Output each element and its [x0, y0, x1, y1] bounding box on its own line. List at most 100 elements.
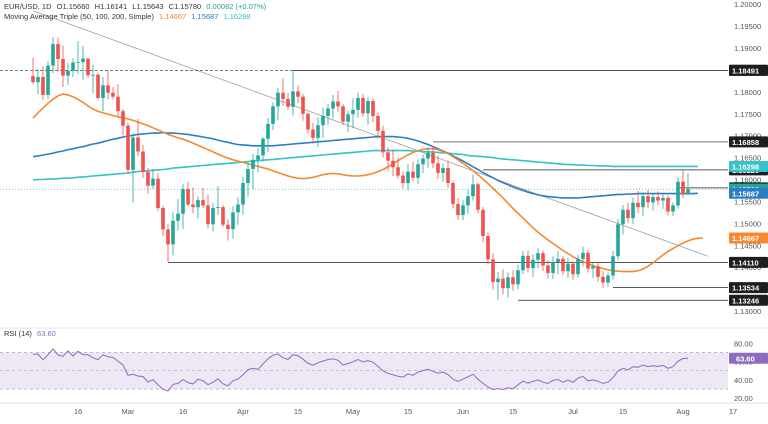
candle-body: [441, 168, 445, 173]
candle-body: [546, 265, 550, 273]
candle-body: [216, 207, 220, 209]
candle-body: [261, 138, 265, 156]
candle-body: [151, 178, 155, 186]
low-value: L1.15643: [132, 2, 164, 11]
y-tick-label: 1.19500: [734, 22, 761, 31]
candle-body: [571, 263, 575, 275]
candle-body: [461, 205, 465, 216]
level-price-label-background: [729, 136, 768, 148]
candle-body: [581, 252, 585, 259]
candle-body: [356, 98, 360, 110]
high-value: H1.16141: [94, 2, 128, 11]
candle-body: [676, 181, 680, 206]
x-tick-label: 15: [619, 407, 627, 416]
candle-body: [221, 207, 225, 225]
current-price-label-background: [729, 187, 768, 199]
current-price-label-background: [729, 160, 768, 172]
candle-body: [656, 197, 660, 201]
current-price-label: 1.16298: [732, 162, 759, 171]
candle-body: [36, 76, 40, 83]
candle-body: [231, 212, 235, 230]
candle-body: [376, 115, 380, 131]
candle-body: [606, 275, 610, 283]
y-tick-label: 1.16000: [734, 176, 761, 185]
candle-body: [431, 152, 435, 164]
candle-body: [156, 178, 160, 209]
candle-body: [296, 91, 300, 97]
candle-body: [91, 74, 95, 76]
candle-body: [66, 70, 70, 76]
candle-body: [256, 155, 260, 160]
candle-body: [41, 76, 45, 95]
candle-body: [486, 236, 490, 260]
candle-body: [291, 91, 295, 107]
candle-body: [501, 278, 505, 289]
x-tick-label: May: [346, 407, 360, 416]
candle-body: [516, 270, 520, 285]
y-tick-label: 1.17500: [734, 110, 761, 119]
candle-body: [566, 263, 570, 272]
x-tick-label: 15: [294, 407, 302, 416]
close-value: C1.15780: [168, 2, 202, 11]
candle-body: [131, 137, 135, 170]
ma100-line: [32, 131, 699, 199]
candle-body: [191, 204, 195, 208]
candle-body: [251, 159, 255, 170]
candle-body: [556, 258, 560, 262]
candle-body: [401, 175, 405, 184]
level-price-label: 1.18491: [732, 66, 759, 75]
candle-body: [681, 181, 685, 195]
rsi-tick-label: 20.00: [734, 394, 753, 403]
ma50-line: [32, 93, 704, 273]
candle-body: [176, 213, 180, 221]
candle-body: [576, 258, 580, 275]
candle-body: [386, 152, 390, 161]
candle-body: [496, 278, 500, 283]
candle-body: [86, 58, 90, 76]
rsi-line: [32, 348, 689, 392]
candle-body: [521, 255, 525, 271]
candle-body: [281, 92, 285, 99]
candle-body: [241, 183, 245, 205]
candle-body: [346, 114, 350, 122]
ma50-value: 1.14667: [159, 12, 187, 21]
trendline: [32, 10, 709, 257]
candle-body: [71, 62, 75, 71]
candle-body: [321, 115, 325, 126]
candle-body: [51, 44, 55, 66]
candle-body: [481, 209, 485, 237]
ma-label: Moving Average Triple (50, 100, 200, Sim…: [4, 12, 154, 21]
y-tick-label: 1.17000: [734, 132, 761, 141]
y-tick-label: 1.14500: [734, 241, 761, 250]
candle-body: [81, 58, 85, 63]
candle-body: [551, 261, 555, 273]
candle-body: [96, 74, 100, 98]
candle-body: [381, 130, 385, 153]
change-value: 0.00082 (+0.07%): [206, 2, 267, 11]
candle-body: [186, 189, 190, 205]
candle-body: [121, 111, 125, 126]
current-price-label: 1.15687: [732, 189, 759, 198]
candle-body: [671, 205, 675, 212]
candle-body: [341, 106, 345, 122]
candle-body: [146, 172, 150, 186]
x-tick-label: 17: [729, 407, 737, 416]
x-tick-label: Apr: [237, 407, 249, 416]
candle-body: [316, 125, 320, 138]
candle-body: [466, 196, 470, 206]
x-tick-label: 15: [509, 407, 517, 416]
candle-body: [391, 160, 395, 168]
candle-body: [511, 277, 515, 285]
level-price-label: 1.13534: [732, 284, 760, 293]
rsi-value: 63.60: [37, 329, 56, 338]
candle-body: [311, 129, 315, 138]
candle-body: [206, 205, 210, 225]
open-value: O1.15660: [56, 2, 90, 11]
rsi-value-label: 63.60: [736, 354, 755, 363]
candle-body: [686, 189, 690, 195]
candle-body: [371, 101, 375, 116]
candle-body: [126, 125, 130, 170]
candle-body: [161, 208, 165, 230]
x-tick-label: 16: [74, 407, 82, 416]
